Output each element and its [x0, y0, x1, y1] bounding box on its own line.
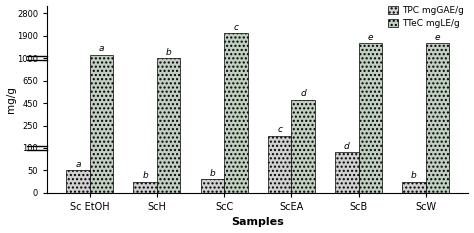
Bar	[335, 152, 358, 193]
Y-axis label: mg/g: mg/g	[6, 86, 16, 113]
Bar	[426, 43, 449, 193]
Bar	[224, 33, 248, 193]
Text: c: c	[233, 23, 238, 32]
Bar	[66, 170, 90, 193]
Text: b: b	[411, 171, 417, 180]
Text: e: e	[435, 33, 440, 42]
Bar	[90, 55, 113, 193]
Bar	[268, 136, 292, 193]
Text: c: c	[277, 125, 282, 134]
Legend: TPC mgGAE/g, TTeC mgLE/g: TPC mgGAE/g, TTeC mgLE/g	[388, 6, 464, 28]
Text: e: e	[367, 33, 373, 42]
Text: b: b	[210, 169, 215, 178]
Text: a: a	[75, 160, 81, 169]
Text: b: b	[166, 48, 172, 57]
Bar	[292, 100, 315, 193]
Text: b: b	[142, 171, 148, 180]
Text: d: d	[344, 142, 350, 151]
Bar	[201, 179, 224, 193]
Text: a: a	[99, 44, 104, 53]
Bar	[157, 58, 181, 193]
Text: d: d	[300, 89, 306, 98]
X-axis label: Samples: Samples	[231, 217, 284, 227]
Bar	[402, 182, 426, 193]
Bar	[358, 43, 382, 193]
Bar	[134, 182, 157, 193]
